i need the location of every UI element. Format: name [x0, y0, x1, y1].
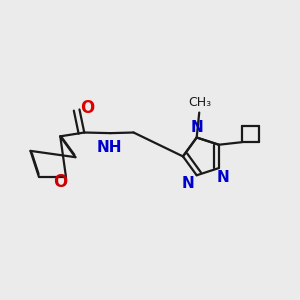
Text: O: O — [53, 173, 67, 191]
Text: N: N — [191, 120, 204, 135]
Text: N: N — [181, 176, 194, 191]
Text: CH₃: CH₃ — [188, 97, 212, 110]
Text: NH: NH — [96, 140, 122, 155]
Text: N: N — [216, 169, 229, 184]
Text: O: O — [80, 99, 94, 117]
